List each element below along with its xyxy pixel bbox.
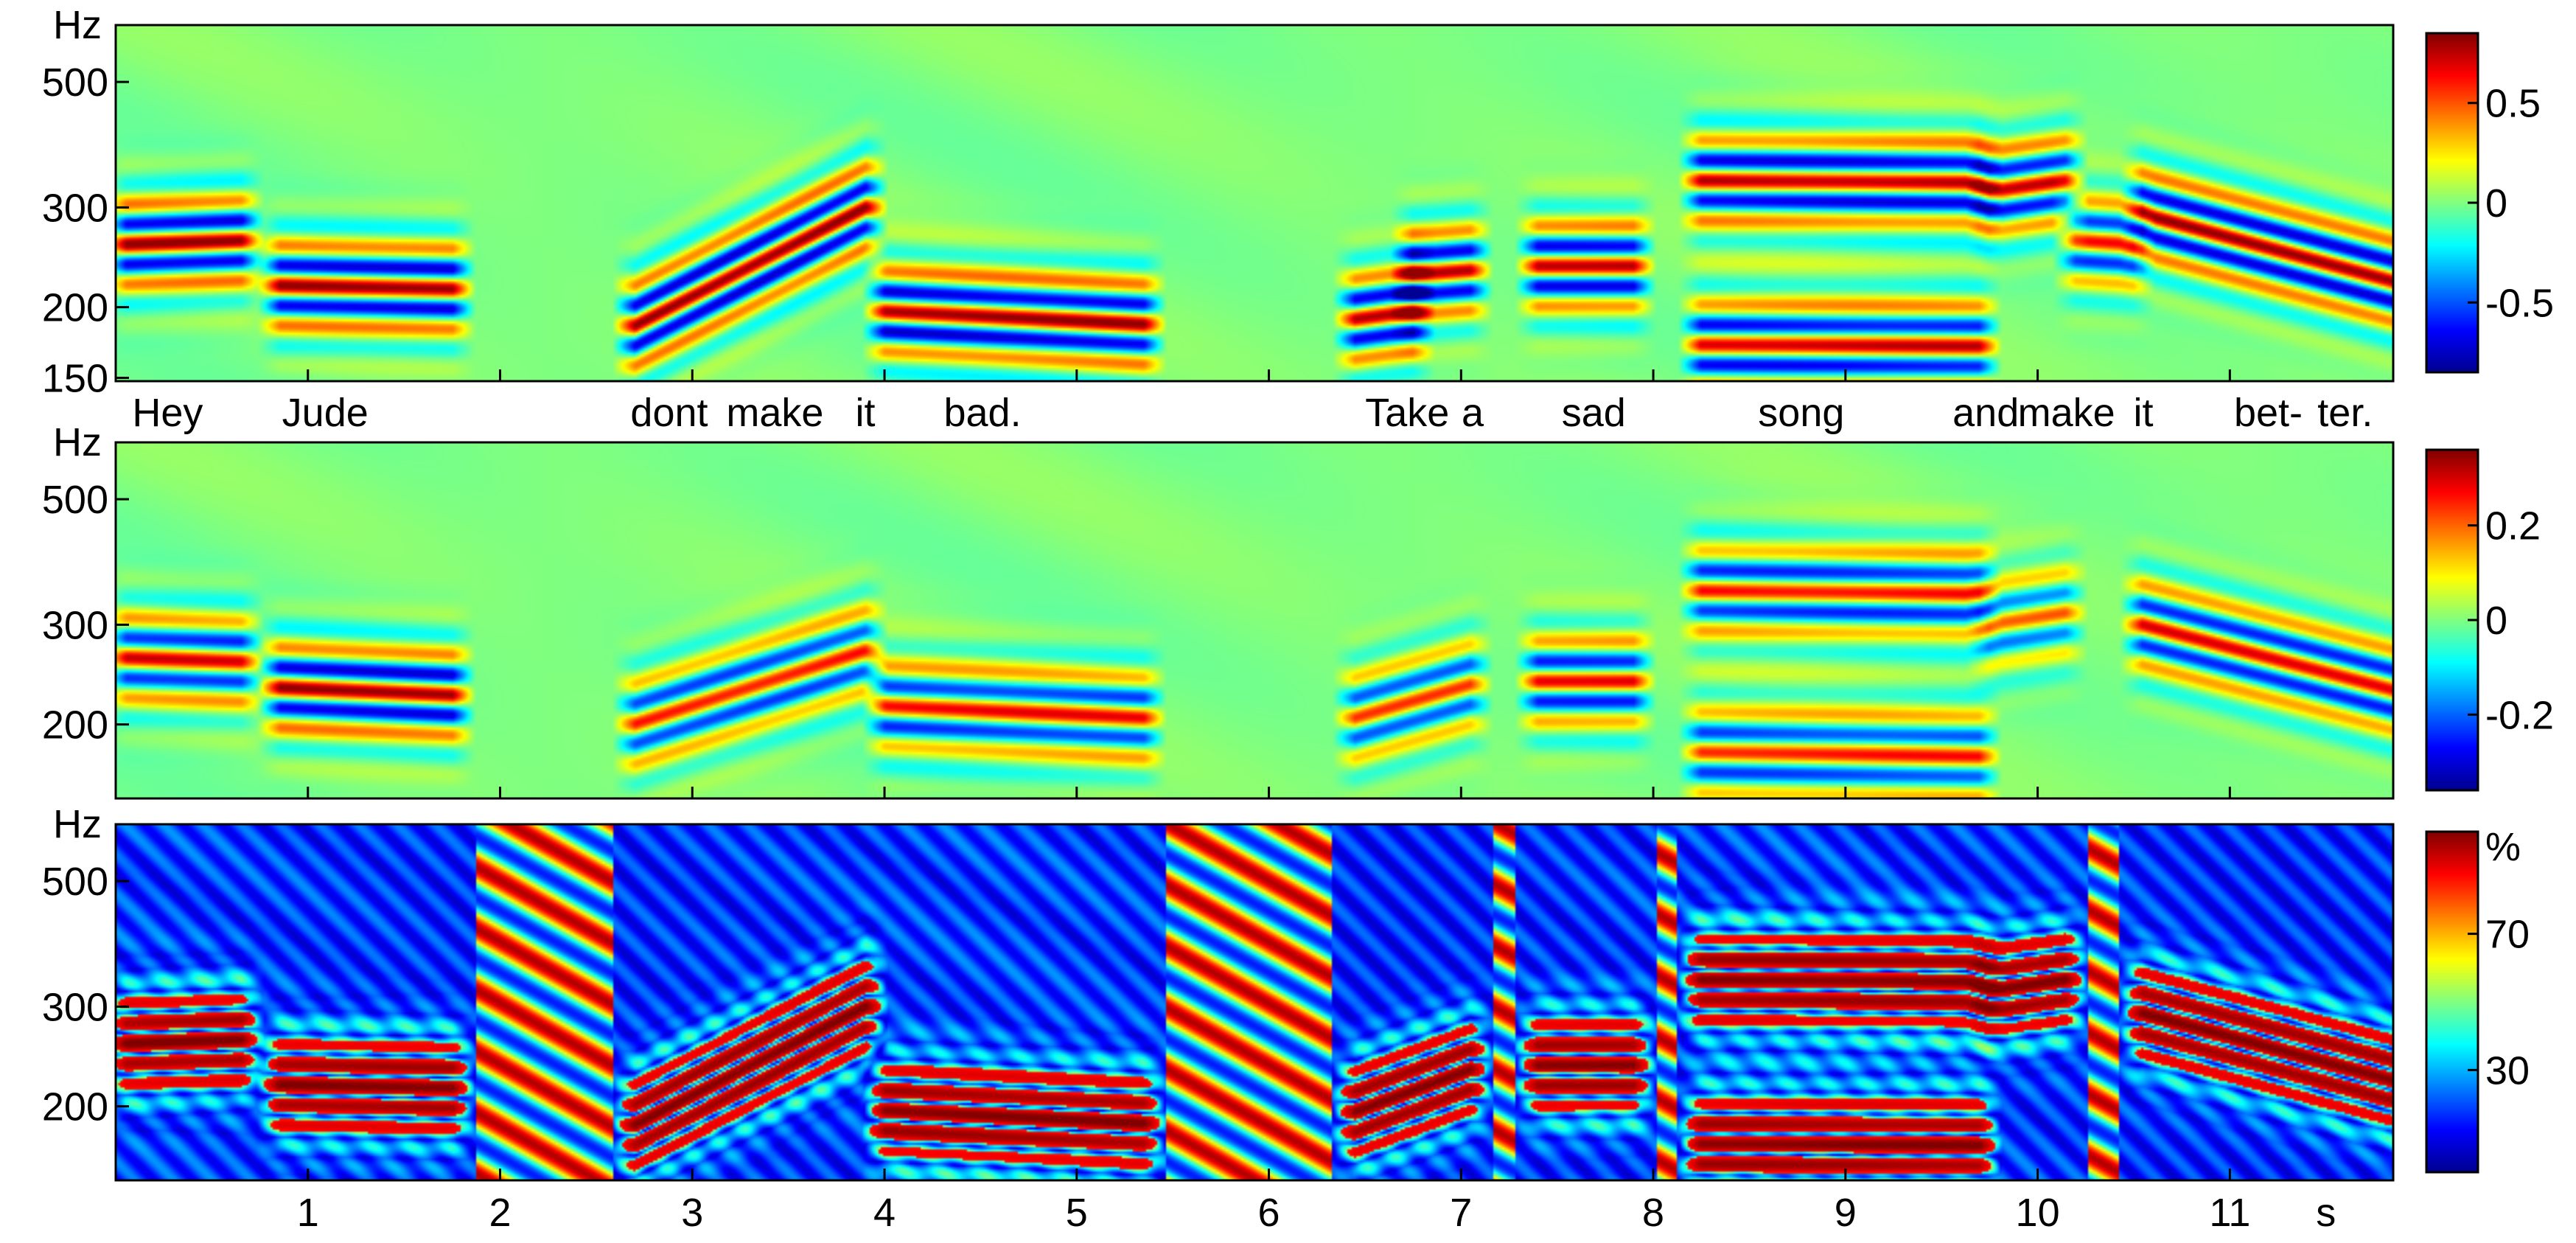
colorbar-tick-label: -0.5 <box>2485 281 2554 325</box>
x-axis-ticks: 1 2 3 4 5 6 7 8 9 10 11 <box>297 369 2250 1235</box>
panel-1-y-ticks: 150 200 300 500 <box>42 60 129 401</box>
x-tick-label: 3 <box>681 1191 703 1235</box>
x-tick-label: 1 <box>297 1191 319 1235</box>
y-tick-label: 500 <box>42 478 108 522</box>
y-tick-label: 500 <box>42 60 108 105</box>
lyric-word: a <box>1462 391 1484 435</box>
lyrics-row: Hey Jude dont make it bad. Take a sad song andmake… <box>132 391 2373 435</box>
panel-2-heatmap <box>116 442 2393 798</box>
x-tick-label: 10 <box>2016 1191 2060 1235</box>
lyric-word: and <box>1952 391 2019 435</box>
panel-3-y-axis-label: Hz <box>53 802 102 846</box>
colorbar-tick-label: 0 <box>2485 599 2507 643</box>
panel-2-colorbar-ticks: 0.2 0 -0.2 <box>2468 504 2554 737</box>
colorbar-tick-label: 0.5 <box>2485 82 2541 126</box>
x-axis-unit-label: s <box>2316 1191 2336 1235</box>
x-tick-label: 6 <box>1258 1191 1280 1235</box>
lyric-word: bet- <box>2234 391 2303 435</box>
panel-3-frame <box>114 823 2395 1182</box>
lyric-word: Jude <box>282 391 369 435</box>
y-tick-label: 200 <box>42 286 108 330</box>
lyric-word: make <box>726 391 823 435</box>
colorbar-tick-label: 0.2 <box>2485 504 2541 549</box>
x-tick-label: 9 <box>1835 1191 1857 1235</box>
x-tick-label: 7 <box>1450 1191 1472 1235</box>
panel-2-colorbar <box>2425 448 2479 792</box>
y-tick-label: 200 <box>42 1085 108 1129</box>
panel-3-heatmap <box>116 824 2393 1180</box>
y-tick-label: 300 <box>42 186 108 230</box>
x-tick-label: 11 <box>2209 1191 2250 1235</box>
panel-3-y-ticks: 200 300 500 <box>42 860 129 1129</box>
panel-3: 200 300 500 Hz % 70 30 1 2 3 4 5 6 7 8 9 10 11 s <box>42 369 2530 1235</box>
x-tick-label: 4 <box>873 1191 896 1235</box>
lyric-word: song <box>1758 391 1844 435</box>
panel-2-y-ticks: 200 300 500 <box>42 478 129 748</box>
lyric-word: sad <box>1562 391 1626 435</box>
lyric-word: dont <box>630 391 708 435</box>
x-tick-label: 8 <box>1642 1191 1664 1235</box>
colorbar-tick-label: 30 <box>2485 1048 2530 1093</box>
lyric-word: Take <box>1365 391 1449 435</box>
panel-1-y-axis-label: Hz <box>53 3 102 47</box>
y-tick-label: 150 <box>42 357 108 401</box>
lyric-word: ter. <box>2317 391 2373 435</box>
lyric-word: it <box>2134 391 2154 435</box>
panel-1-colorbar-ticks: 0.5 0 -0.5 <box>2468 82 2554 325</box>
lyric-word: bad. <box>943 391 1021 435</box>
panel-3-colorbar-ticks: % 70 30 <box>2468 825 2530 1093</box>
panel-2-y-axis-label: Hz <box>53 420 102 464</box>
panel-1-frame <box>114 24 2395 383</box>
panel-1-heatmap <box>116 25 2393 381</box>
y-tick-label: 300 <box>42 985 108 1029</box>
lyric-word: Hey <box>132 391 203 435</box>
x-tick-label: 5 <box>1066 1191 1088 1235</box>
y-tick-label: 300 <box>42 603 108 647</box>
x-tick-label: 2 <box>489 1191 511 1235</box>
lyric-word: make <box>2018 391 2115 435</box>
colorbar-tick-label: 0 <box>2485 181 2507 226</box>
panel-1: 150 200 300 500 Hz 0.5 0 -0.5 <box>42 3 2554 401</box>
lyric-word: it <box>855 391 875 435</box>
panel-2-frame <box>114 441 2395 800</box>
colorbar-tick-label: % <box>2485 825 2521 869</box>
colorbar-tick-label: -0.2 <box>2485 693 2554 737</box>
panel-3-colorbar <box>2425 830 2479 1174</box>
colorbar-tick-label: 70 <box>2485 913 2530 957</box>
y-tick-label: 500 <box>42 860 108 904</box>
y-tick-label: 200 <box>42 703 108 748</box>
panel-2: 200 300 500 Hz 0.2 0 -0.2 <box>42 420 2554 800</box>
